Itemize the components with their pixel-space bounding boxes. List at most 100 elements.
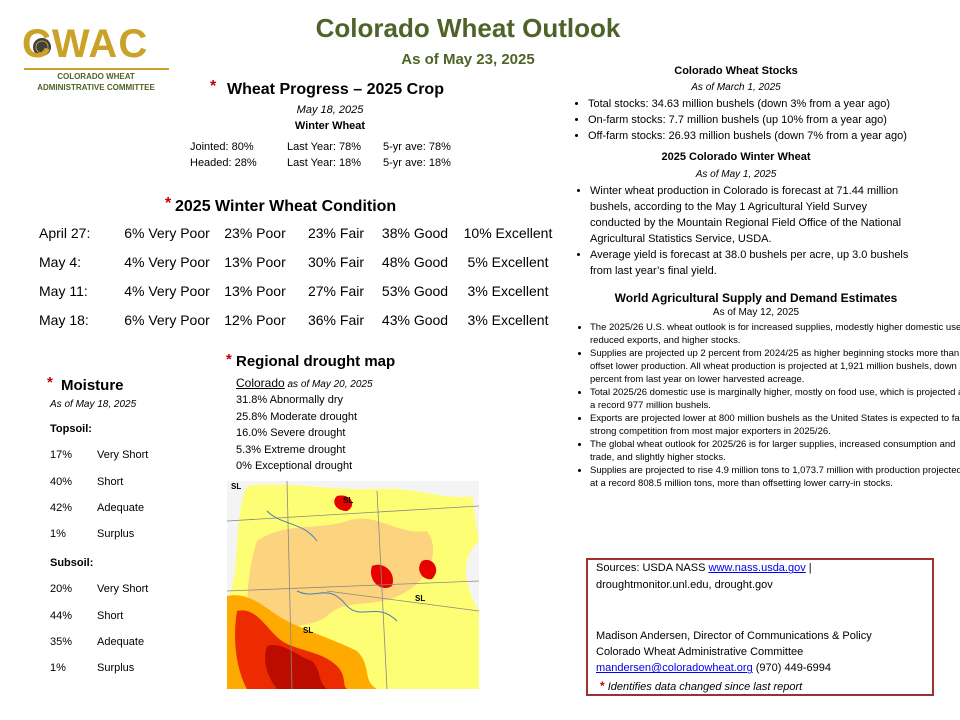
soil-category: Short: [97, 609, 124, 622]
soil-label: Subsoil:: [50, 557, 94, 570]
map-label: SL: [231, 482, 241, 491]
logo-seal-ring: [35, 40, 49, 54]
legend-note: * Identifies data changed since last rep…: [600, 679, 802, 693]
condition-cell: 10% Excellent: [463, 224, 553, 241]
drought-date: as of May 20, 2025: [287, 378, 373, 390]
bullet-list: Winter wheat production in Colorado is f…: [572, 183, 910, 279]
logo-line: ADMINISTRATIVE COMMITTEE: [37, 83, 155, 93]
section-title: Wheat Progress – 2025 Crop: [227, 81, 444, 99]
soil-percent: 20%: [50, 583, 73, 596]
condition-cell: 53% Good: [381, 282, 449, 299]
condition-cell: 3% Excellent: [467, 282, 549, 299]
change-marker: *: [600, 679, 605, 694]
condition-cell: 4% Very Poor: [124, 282, 210, 299]
section-title: 2025 Colorado Winter Wheat: [661, 151, 811, 164]
bullet-item: Supplies are projected to rise 4.9 milli…: [590, 464, 960, 490]
section-title: 2025 Winter Wheat Condition: [175, 198, 397, 216]
condition-cell: 3% Excellent: [467, 311, 549, 328]
condition-cell: 5% Excellent: [467, 253, 549, 270]
soil-percent: 17%: [50, 449, 73, 462]
moderate-drought: [247, 518, 434, 641]
progress-cell: 5-yr ave: 18%: [383, 157, 451, 170]
soil-percent: 1%: [50, 662, 66, 675]
change-marker: *: [210, 78, 217, 96]
condition-cell: 6% Very Poor: [124, 224, 210, 241]
page-title: Colorado Wheat Outlook: [315, 13, 621, 44]
soil-category: Very Short: [97, 449, 149, 462]
logo-rule: [24, 68, 169, 70]
email-link[interactable]: mandersen@coloradowheat.org: [596, 662, 753, 675]
soil-category: Short: [97, 475, 124, 488]
logo-mark: CWAC: [22, 22, 149, 66]
page-subtitle: As of May 23, 2025: [401, 51, 535, 68]
soil-percent: 44%: [50, 609, 73, 622]
text-span: |: [805, 562, 812, 575]
map-label: SL: [343, 496, 353, 505]
progress-cell: Last Year: 18%: [287, 157, 362, 170]
section-date: As of May 1, 2025: [695, 169, 777, 180]
condition-cell: May 18:: [39, 311, 89, 328]
change-marker: *: [47, 374, 53, 391]
bullet-item: Winter wheat production in Colorado is f…: [590, 183, 910, 247]
section-date: As of March 1, 2025: [691, 82, 781, 93]
rivers: [266, 510, 398, 622]
section-title: World Agricultural Supply and Demand Est…: [614, 290, 898, 305]
logo-icon: [33, 38, 51, 56]
change-marker: *: [226, 351, 232, 368]
progress-cell: Last Year: 78%: [287, 141, 362, 154]
contact-line: Colorado Wheat Administrative Committee: [596, 646, 804, 659]
bullet-item: On-farm stocks: 7.7 million bushels (up …: [588, 112, 960, 128]
bullet-item: The 2025/26 U.S. wheat outlook is for in…: [590, 321, 960, 347]
condition-cell: 48% Good: [381, 253, 449, 270]
condition-cell: May 4:: [39, 253, 82, 270]
condition-cell: 36% Fair: [307, 311, 365, 328]
logo-rule-bar: [24, 68, 169, 70]
condition-cell: 6% Very Poor: [124, 311, 210, 328]
condition-cell: 23% Poor: [224, 224, 286, 241]
drought-row: 16.0% Severe drought: [236, 427, 346, 440]
soil-category: Surplus: [97, 662, 135, 675]
sources-line: droughtmonitor.unl.edu, drought.gov: [596, 579, 773, 592]
bullet-item: The global wheat outlook for 2025/26 is …: [590, 438, 960, 464]
condition-cell: 13% Poor: [224, 282, 286, 299]
bullet-item: Exports are projected lower at 800 milli…: [590, 412, 960, 438]
section-title: Colorado Wheat Stocks: [674, 65, 798, 78]
progress-cell: Jointed: 80%: [190, 141, 254, 154]
text-span: (970) 449-6994: [752, 662, 831, 675]
progress-cell: Headed: 28%: [190, 157, 257, 170]
condition-cell: May 11:: [39, 282, 88, 299]
bullet-item: Total stocks: 34.63 million bushels (dow…: [588, 96, 960, 112]
soil-category: Very Short: [97, 583, 149, 596]
bullet-item: Total 2025/26 domestic use is marginally…: [590, 386, 960, 412]
sources-box: [586, 558, 934, 696]
soil-percent: 1%: [50, 528, 66, 541]
bullet-item: Average yield is forecast at 38.0 bushel…: [590, 247, 910, 279]
condition-cell: 13% Poor: [224, 253, 286, 270]
soil-category: Adequate: [97, 502, 145, 514]
logo-line: COLORADO WHEAT: [57, 72, 135, 82]
condition-cell: 38% Good: [381, 224, 449, 241]
condition-cell: 4% Very Poor: [124, 253, 210, 270]
map-label: SL: [415, 594, 425, 603]
bullet-list: The 2025/26 U.S. wheat outlook is for in…: [572, 321, 960, 490]
state-borders: [227, 481, 479, 689]
progress-cell: 5-yr ave: 78%: [383, 141, 451, 154]
section-title: Moisture: [61, 377, 124, 394]
drought-region-line: Colorado as of May 20, 2025: [236, 376, 373, 390]
severe-drought-patches: [334, 495, 437, 589]
bullet-item: Off-farm stocks: 26.93 million bushels (…: [588, 128, 960, 144]
soil-percent: 35%: [50, 636, 73, 648]
soil-category: Surplus: [97, 528, 135, 541]
drought-row: 5.3% Extreme drought: [236, 443, 346, 456]
source-link[interactable]: www.nass.usda.gov: [708, 562, 806, 575]
contact-line: Madison Andersen, Director of Communicat…: [596, 630, 872, 643]
section-date: May 18, 2025: [296, 104, 364, 117]
map-label: SL: [303, 626, 313, 635]
drought-region: Colorado: [236, 375, 285, 390]
condition-cell: 27% Fair: [307, 282, 365, 299]
soil-category: Adequate: [97, 636, 145, 648]
soil-label: Topsoil:: [50, 423, 92, 436]
drought-row: 31.8% Abnormally dry: [236, 394, 343, 407]
section-title: Regional drought map: [236, 353, 396, 370]
